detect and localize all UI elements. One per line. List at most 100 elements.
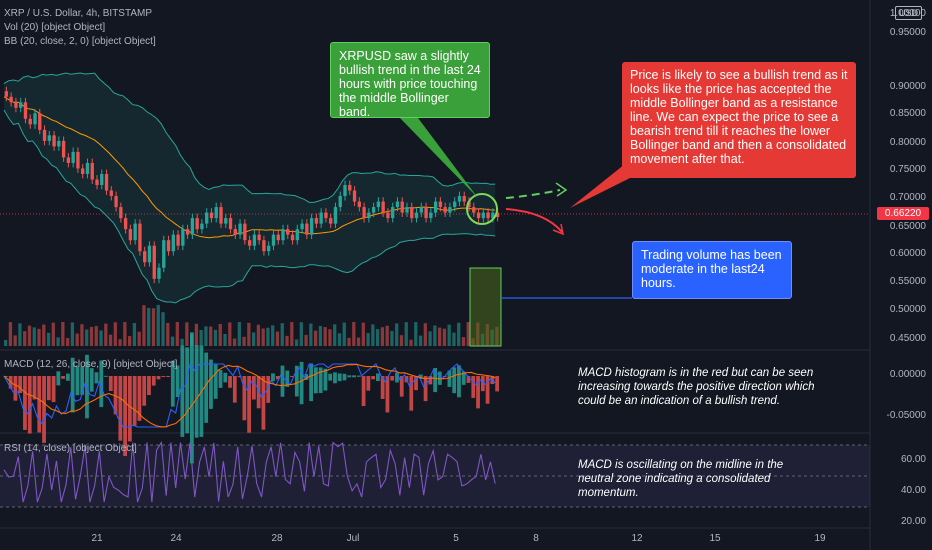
macd-histogram-bar (275, 376, 280, 380)
candle-body (486, 212, 490, 219)
macd-histogram-bar (23, 376, 27, 430)
macd-legend[interactable]: MACD (12, 26, close, 9) [object Object] (4, 359, 178, 370)
macd-histogram-bar (447, 370, 452, 387)
macd-histogram-bar (466, 376, 471, 383)
candle-body (410, 207, 414, 219)
candle-body (76, 151, 80, 169)
macd-tick-label: -0.05000 (886, 410, 926, 421)
candle-body (238, 223, 242, 235)
volume-bar (442, 328, 447, 346)
red-callout: Price is likely to see a bullish trend a… (622, 62, 856, 178)
macd-histogram-bar (32, 376, 37, 400)
macd-histogram-bar (42, 376, 46, 443)
volume-bar (46, 332, 51, 346)
candle-body (247, 240, 252, 246)
macd-histogram-bar (128, 376, 132, 442)
macd-histogram-bar (299, 361, 304, 405)
macd-histogram-bar (271, 373, 275, 382)
candle-body (457, 196, 462, 202)
macd-histogram-bar (266, 376, 271, 403)
candle-body (243, 223, 247, 241)
volume-bar (185, 322, 189, 346)
volume-bar (466, 322, 470, 346)
time-tick-label: 24 (170, 533, 182, 544)
macd-histogram-bar (361, 376, 366, 407)
candle-body (143, 251, 147, 263)
macd-histogram-bar (328, 373, 333, 381)
candle-body (329, 218, 333, 224)
bollinger-legend[interactable]: BB (20, close, 2, 0) [object Object] (4, 36, 156, 47)
macd-histogram-bar (166, 376, 170, 377)
macd-histogram-bar (190, 332, 194, 464)
candle-body (209, 212, 214, 219)
candle-body (391, 207, 395, 219)
volume-bar (199, 330, 203, 346)
rsi-legend[interactable]: RSI (14, close) [object Object] (4, 443, 137, 454)
macd-histogram-bar (314, 367, 318, 394)
volume-bar (433, 325, 437, 346)
macd-histogram-bar (261, 376, 266, 430)
candle-body (157, 267, 161, 279)
candle-body (419, 207, 423, 213)
candle-body (467, 201, 471, 208)
candle-body (352, 190, 357, 202)
candle-body (453, 201, 457, 208)
volume-bar (23, 331, 27, 346)
price-tick-label: 0.80000 (889, 137, 926, 148)
macd-histogram-bar (461, 371, 466, 385)
macd-histogram-bar (223, 372, 228, 383)
last-price-tag: 0.66220 (877, 207, 929, 220)
candle-body (305, 223, 309, 235)
candle-body (14, 102, 18, 108)
volume-bar (280, 323, 284, 346)
macd-histogram-bar (409, 376, 414, 411)
candle-body (23, 102, 28, 119)
macd-signal-line (3, 363, 496, 428)
macd-note: MACD histogram is in the red but can be … (578, 367, 815, 407)
macd-histogram-bar (99, 360, 104, 408)
macd-histogram-bar (247, 376, 251, 433)
candle-body (195, 218, 199, 230)
volume-legend[interactable]: Vol (20) [object Object] (4, 22, 106, 33)
candle-body (66, 157, 71, 163)
volume-bar (161, 312, 165, 346)
candle-body (333, 207, 338, 224)
candle-body (200, 223, 204, 230)
macd-histogram-bar (242, 376, 247, 421)
candle-body (81, 168, 85, 174)
volume-bar (51, 322, 55, 346)
rsi-tick-label: 40.00 (900, 485, 926, 496)
volume-bar (242, 336, 246, 346)
macd-histogram-bar (218, 370, 223, 388)
candle-body (85, 162, 90, 174)
macd-histogram-bar (180, 345, 185, 437)
volume-bar (123, 322, 127, 346)
candle-body (438, 201, 443, 208)
volume-bar (175, 322, 179, 346)
candle-body (405, 207, 409, 213)
candle-body (281, 229, 285, 241)
macd-histogram-bar (213, 364, 218, 399)
volume-bar (333, 324, 337, 346)
volume-bar (452, 332, 456, 346)
volume-bar (213, 329, 218, 346)
macd-histogram-bar (385, 376, 390, 413)
candle-body (271, 234, 276, 246)
bollinger-upper (3, 72, 496, 203)
volume-bar (371, 324, 375, 346)
volume-bar (461, 337, 466, 346)
macd-line (3, 362, 496, 428)
symbol-legend[interactable]: XRP / U.S. Dollar, 4h, BITSTAMP (4, 8, 153, 19)
candle-body (147, 245, 152, 263)
candle-body (367, 212, 371, 219)
macd-histogram-bar (151, 376, 156, 386)
volume-bar (290, 322, 294, 346)
volume-bar (423, 323, 427, 346)
volume-bar (256, 324, 261, 346)
volume-bar (151, 308, 156, 346)
candle-body (123, 218, 128, 230)
macd-histogram-bar (399, 376, 404, 397)
currency-button[interactable]: USD (894, 6, 922, 20)
